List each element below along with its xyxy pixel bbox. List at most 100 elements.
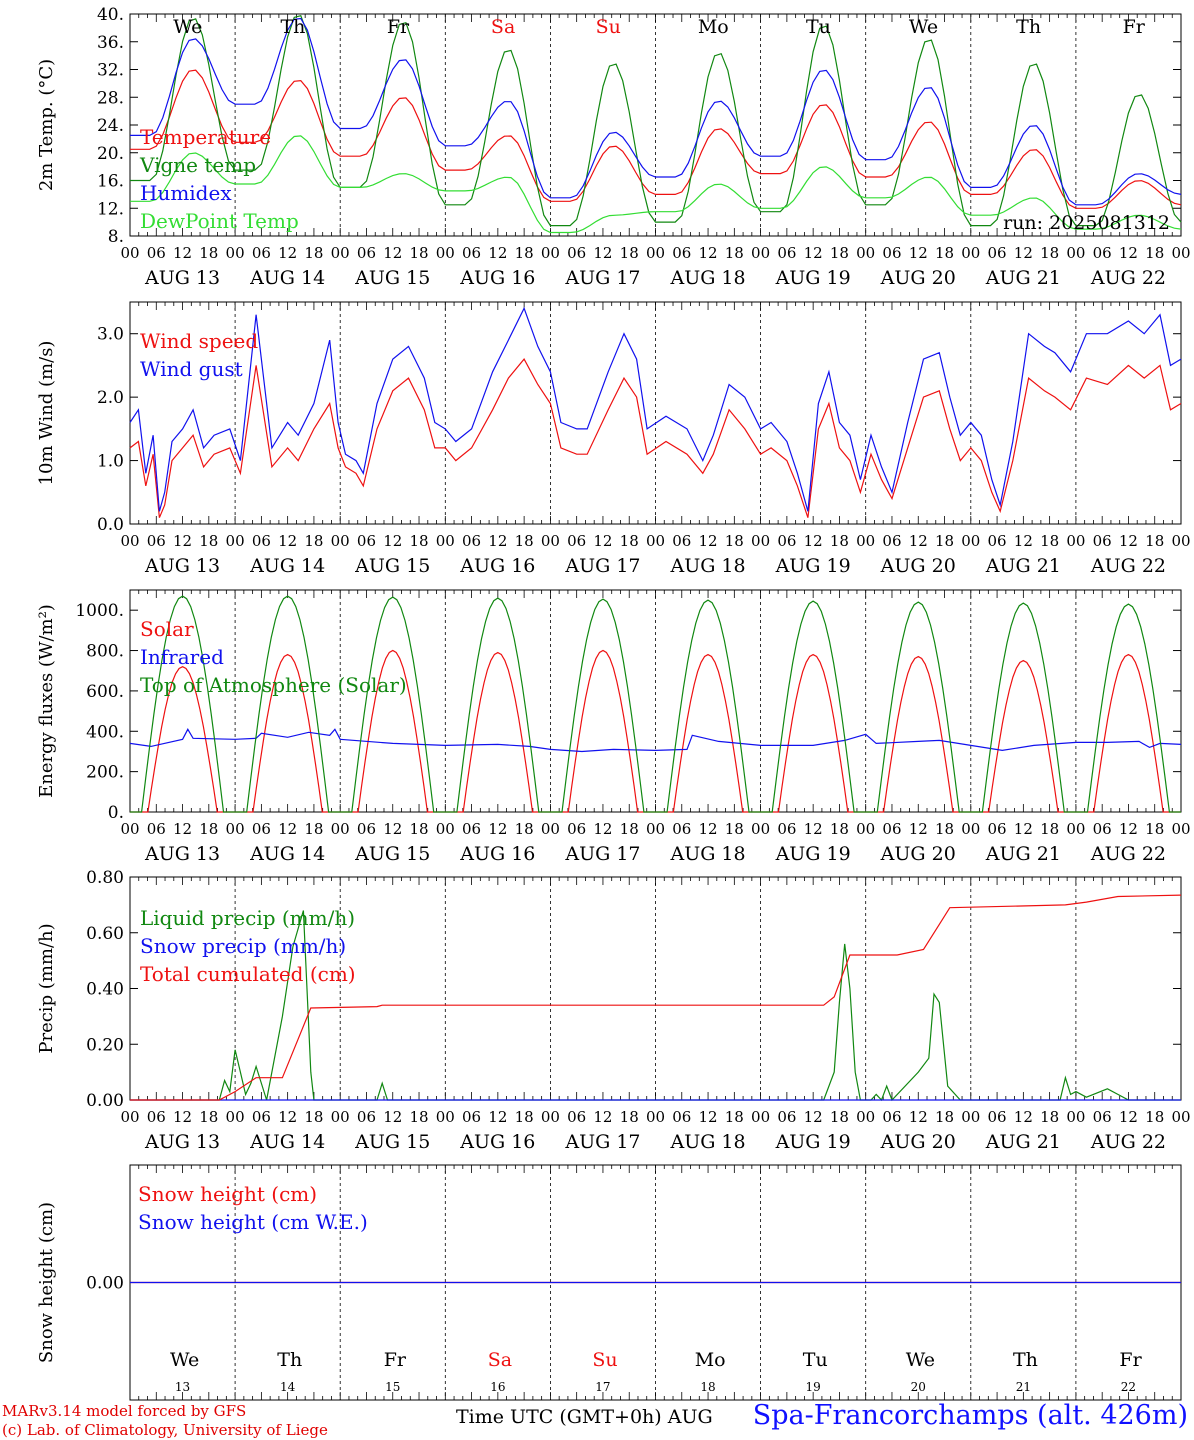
hour-tick-label: 06 [147, 1108, 166, 1126]
date-label: AUG 14 [249, 555, 325, 577]
y-tick-label: 0.80 [86, 868, 124, 888]
legend-entry: Snow height (cm) [138, 1182, 317, 1206]
legend-entry: Infrared [140, 645, 224, 669]
hour-tick-label: 06 [1093, 1108, 1112, 1126]
date-label: AUG 14 [249, 267, 325, 289]
hour-tick-label: 12 [173, 1108, 192, 1126]
date-label: AUG 20 [880, 555, 956, 577]
hour-tick-label: 12 [804, 1108, 823, 1126]
series-wind-speed [129, 358, 1182, 518]
hour-tick-label: 06 [252, 532, 271, 550]
hour-tick-label: 18 [199, 532, 218, 550]
date-label: AUG 19 [775, 555, 851, 577]
hour-tick-label: 06 [252, 244, 271, 262]
hour-tick-label: 12 [699, 1108, 718, 1126]
series-humidex [130, 17, 1182, 206]
hour-tick-label: 06 [147, 532, 166, 550]
hour-tick-label: 00 [646, 244, 665, 262]
weekday-label: Mo [698, 16, 729, 38]
hour-tick-label: 12 [909, 532, 928, 550]
hour-tick-label: 00 [961, 820, 980, 838]
y-tick-label: 1000. [75, 601, 124, 621]
weekday-label: Th [280, 16, 305, 38]
legend-entry: Snow precip (mm/h) [140, 934, 346, 958]
hour-tick-label: 00 [436, 820, 455, 838]
y-axis-label: 10m Wind (m/s) [36, 341, 57, 486]
date-label: AUG 17 [564, 1131, 640, 1153]
weekday-label: We [906, 1349, 935, 1371]
y-tick-label: 200. [86, 763, 124, 783]
hour-tick-label: 00 [120, 532, 139, 550]
hour-tick-label: 18 [409, 532, 428, 550]
hour-tick-label: 18 [1040, 532, 1059, 550]
hour-tick-label: 06 [357, 820, 376, 838]
hour-tick-label: 00 [541, 532, 560, 550]
hour-tick-label: 00 [226, 532, 245, 550]
hour-tick-label: 12 [383, 532, 402, 550]
hour-tick-label: 00 [961, 1108, 980, 1126]
hour-tick-label: 00 [646, 532, 665, 550]
hour-tick-label: 18 [199, 244, 218, 262]
hour-tick-label: 18 [725, 532, 744, 550]
hour-tick-label: 18 [515, 532, 534, 550]
date-label: AUG 17 [564, 267, 640, 289]
hour-tick-label: 06 [672, 1108, 691, 1126]
y-tick-label: 0.40 [86, 980, 124, 1000]
hour-tick-label: 00 [436, 532, 455, 550]
weekday-label: Sa [488, 1349, 512, 1371]
day-number-label: 14 [280, 1380, 296, 1394]
hour-tick-label: 06 [252, 1108, 271, 1126]
date-label: AUG 18 [669, 267, 745, 289]
hour-tick-label: 00 [751, 244, 770, 262]
date-label: AUG 21 [985, 1131, 1061, 1153]
weekday-label: Sa [491, 16, 515, 38]
hour-tick-label: 18 [935, 244, 954, 262]
hour-tick-label: 00 [751, 532, 770, 550]
hour-tick-label: 12 [278, 532, 297, 550]
hour-tick-label: 12 [488, 1108, 507, 1126]
hour-tick-label: 06 [1093, 820, 1112, 838]
hour-tick-label: 00 [1066, 532, 1085, 550]
hour-tick-label: 12 [383, 1108, 402, 1126]
panel-1: 8. 12. 16. 20. 24. 28. 32. 36. 40. 2m Temp. (°C) T… [36, 5, 1191, 289]
date-label: AUG 15 [354, 843, 430, 865]
hour-tick-label: 12 [488, 532, 507, 550]
hour-tick-label: 18 [304, 1108, 323, 1126]
hour-tick-label: 12 [488, 244, 507, 262]
date-label: AUG 14 [249, 1131, 325, 1153]
day-number-label: 20 [911, 1380, 926, 1394]
hour-tick-label: 00 [541, 1108, 560, 1126]
hour-tick-label: 18 [725, 244, 744, 262]
hour-tick-label: 00 [646, 820, 665, 838]
hour-tick-label: 06 [882, 1108, 901, 1126]
date-label: AUG 17 [564, 555, 640, 577]
date-label: AUG 16 [459, 555, 535, 577]
weekday-label: Tu [803, 1349, 828, 1371]
date-label: AUG 13 [144, 1131, 220, 1153]
hour-tick-label: 12 [909, 820, 928, 838]
hour-tick-label: 12 [909, 1108, 928, 1126]
date-label: AUG 18 [669, 843, 745, 865]
weekday-label: We [170, 1349, 199, 1371]
hour-tick-label: 00 [226, 1108, 245, 1126]
hour-tick-label: 18 [830, 1108, 849, 1126]
weekday-label: Th [277, 1349, 302, 1371]
date-label: AUG 17 [564, 843, 640, 865]
hour-tick-label: 06 [882, 820, 901, 838]
legend-entry: Wind speed [140, 329, 258, 353]
y-tick-label: 1.0 [97, 452, 124, 472]
hour-tick-label: 06 [1093, 532, 1112, 550]
hour-tick-label: 06 [777, 244, 796, 262]
hour-tick-label: 12 [1119, 244, 1138, 262]
day-number-label: 16 [490, 1380, 505, 1394]
date-label: AUG 22 [1090, 843, 1166, 865]
y-axis-label: 2m Temp. (°C) [36, 59, 57, 191]
day-number-label: 18 [700, 1380, 715, 1394]
panel-5: 0.00 Snow height (cm) Snow height (cm) Snow… [36, 1164, 1182, 1401]
hour-tick-label: 06 [672, 532, 691, 550]
hour-tick-label: 18 [830, 532, 849, 550]
hour-tick-label: 06 [777, 820, 796, 838]
hour-tick-label: 12 [173, 244, 192, 262]
day-number-label: 13 [175, 1380, 190, 1394]
date-label: AUG 19 [775, 1131, 851, 1153]
